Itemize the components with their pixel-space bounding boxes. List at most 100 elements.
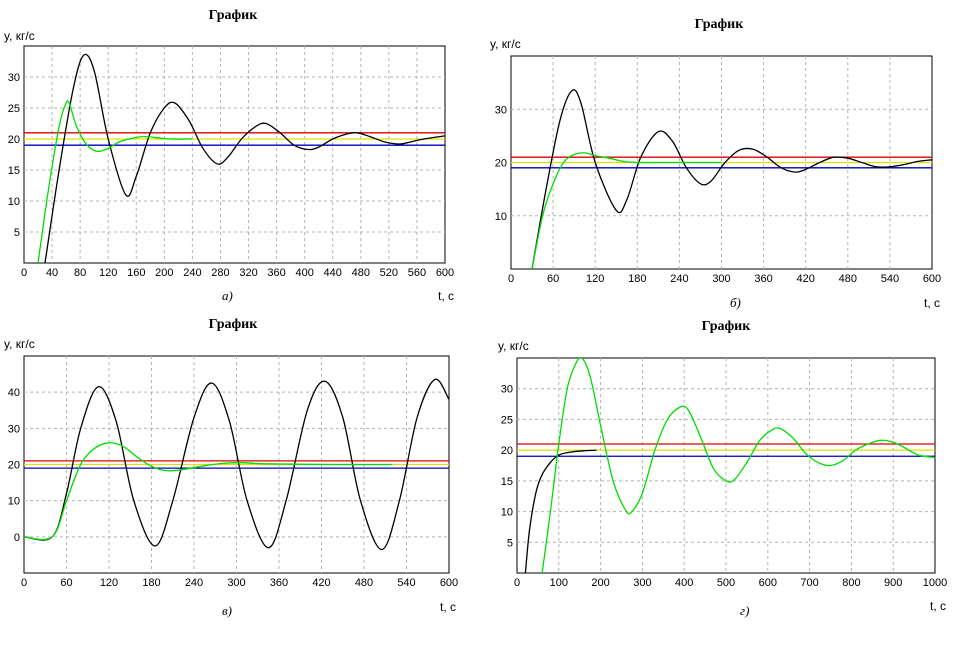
series-line-2 [531, 152, 722, 269]
series-line-1 [24, 378, 449, 551]
x-tick-label: 180 [628, 273, 646, 285]
y-tick-label: 20 [495, 158, 507, 170]
x-tick-label: 360 [267, 267, 285, 279]
x-tick-label: 240 [670, 273, 688, 285]
x-tick-label: 480 [355, 577, 373, 589]
panel-caption: в) [222, 603, 232, 618]
y-tick-label: 10 [495, 211, 507, 223]
x-tick-label: 360 [754, 273, 772, 285]
y-tick-label: 5 [507, 537, 513, 549]
x-axis-label: t, c [440, 600, 456, 614]
x-tick-label: 520 [380, 267, 398, 279]
x-tick-label: 700 [800, 577, 818, 589]
x-tick-label: 420 [797, 273, 815, 285]
x-tick-label: 600 [440, 577, 458, 589]
plot-layer [24, 53, 445, 263]
y-axis-label: y, кг/с [4, 29, 35, 43]
x-tick-label: 200 [155, 267, 173, 279]
plot-area [516, 357, 936, 574]
y-tick-label: 15 [8, 165, 20, 177]
chart-panel-a: График y, кг/с t, c а) 0 40 80 120 160 200 240… [4, 8, 454, 303]
plot-layer [24, 378, 449, 551]
x-tick-label: 100 [550, 577, 568, 589]
x-tick-label: 0 [21, 267, 27, 279]
series-line-2 [24, 442, 393, 541]
chart-panel-v: График y, кг/с t, c в) 0 60 120 180 240 300 36… [4, 317, 458, 618]
series-line-2 [37, 100, 193, 263]
series-line-1 [531, 89, 932, 269]
y-axis-label: y, кг/с [490, 37, 521, 51]
y-tick-label: 0 [14, 532, 20, 544]
x-tick-label: 800 [842, 577, 860, 589]
chart-title: График [209, 8, 259, 23]
x-axis-label: t, c [924, 296, 940, 310]
x-tick-label: 60 [547, 273, 559, 285]
plot-layer [517, 358, 935, 573]
x-tick-label: 60 [60, 577, 72, 589]
y-tick-label: 30 [495, 104, 507, 116]
x-tick-label: 600 [923, 273, 941, 285]
x-tick-label: 600 [436, 267, 454, 279]
chart-panel-g: График y, кг/с t, c г) 0 100 200 300 400 500 6… [498, 319, 947, 618]
x-tick-label: 1000 [923, 577, 947, 589]
panel-caption: б) [730, 295, 741, 310]
x-tick-label: 80 [74, 267, 86, 279]
x-tick-label: 420 [312, 577, 330, 589]
x-tick-label: 200 [591, 577, 609, 589]
x-tick-label: 560 [408, 267, 426, 279]
x-tick-label: 300 [227, 577, 245, 589]
y-tick-label: 40 [8, 387, 20, 399]
x-tick-label: 360 [270, 577, 288, 589]
x-tick-label: 40 [46, 267, 58, 279]
y-tick-label: 20 [8, 134, 20, 146]
x-tick-label: 180 [142, 577, 160, 589]
chart-title: График [702, 319, 752, 334]
panel-caption: г) [740, 603, 749, 618]
x-tick-label: 480 [839, 273, 857, 285]
x-tick-label: 300 [633, 577, 651, 589]
x-tick-label: 280 [211, 267, 229, 279]
y-tick-label: 20 [8, 460, 20, 472]
x-tick-label: 0 [21, 577, 27, 589]
panel-caption: а) [222, 288, 233, 303]
y-axis-label: y, кг/с [4, 337, 35, 351]
plot-area [23, 45, 446, 264]
y-tick-label: 5 [14, 227, 20, 239]
plot-layer [511, 89, 932, 269]
chart-title: График [209, 317, 259, 332]
chart-panel-b: График y, кг/с t, c б) 0 60 120 180 240 300 36… [490, 17, 941, 310]
x-tick-label: 320 [239, 267, 257, 279]
x-tick-label: 120 [100, 577, 118, 589]
x-tick-label: 120 [586, 273, 604, 285]
x-tick-label: 300 [712, 273, 730, 285]
series-line-2 [541, 358, 935, 573]
x-axis-label: t, c [930, 599, 946, 613]
x-tick-label: 0 [508, 273, 514, 285]
y-tick-label: 25 [8, 103, 20, 115]
x-tick-label: 160 [127, 267, 145, 279]
series-line-1 [44, 53, 445, 263]
x-tick-label: 400 [295, 267, 313, 279]
y-tick-label: 30 [8, 72, 20, 84]
chart-title: График [695, 17, 745, 32]
x-tick-label: 900 [884, 577, 902, 589]
x-tick-label: 0 [514, 577, 520, 589]
y-tick-label: 10 [8, 496, 20, 508]
x-tick-label: 480 [352, 267, 370, 279]
y-tick-label: 15 [501, 476, 513, 488]
x-tick-label: 540 [397, 577, 415, 589]
y-axis-label: y, кг/с [498, 339, 529, 353]
y-tick-label: 10 [8, 196, 20, 208]
x-tick-label: 240 [183, 267, 201, 279]
x-tick-label: 400 [675, 577, 693, 589]
y-tick-label: 30 [8, 423, 20, 435]
x-tick-label: 600 [759, 577, 777, 589]
x-axis-label: t, c [438, 289, 454, 303]
y-tick-label: 20 [501, 445, 513, 457]
x-tick-label: 120 [99, 267, 117, 279]
y-tick-label: 30 [501, 384, 513, 396]
y-tick-label: 25 [501, 414, 513, 426]
x-tick-label: 500 [717, 577, 735, 589]
series-line-1 [524, 449, 597, 573]
